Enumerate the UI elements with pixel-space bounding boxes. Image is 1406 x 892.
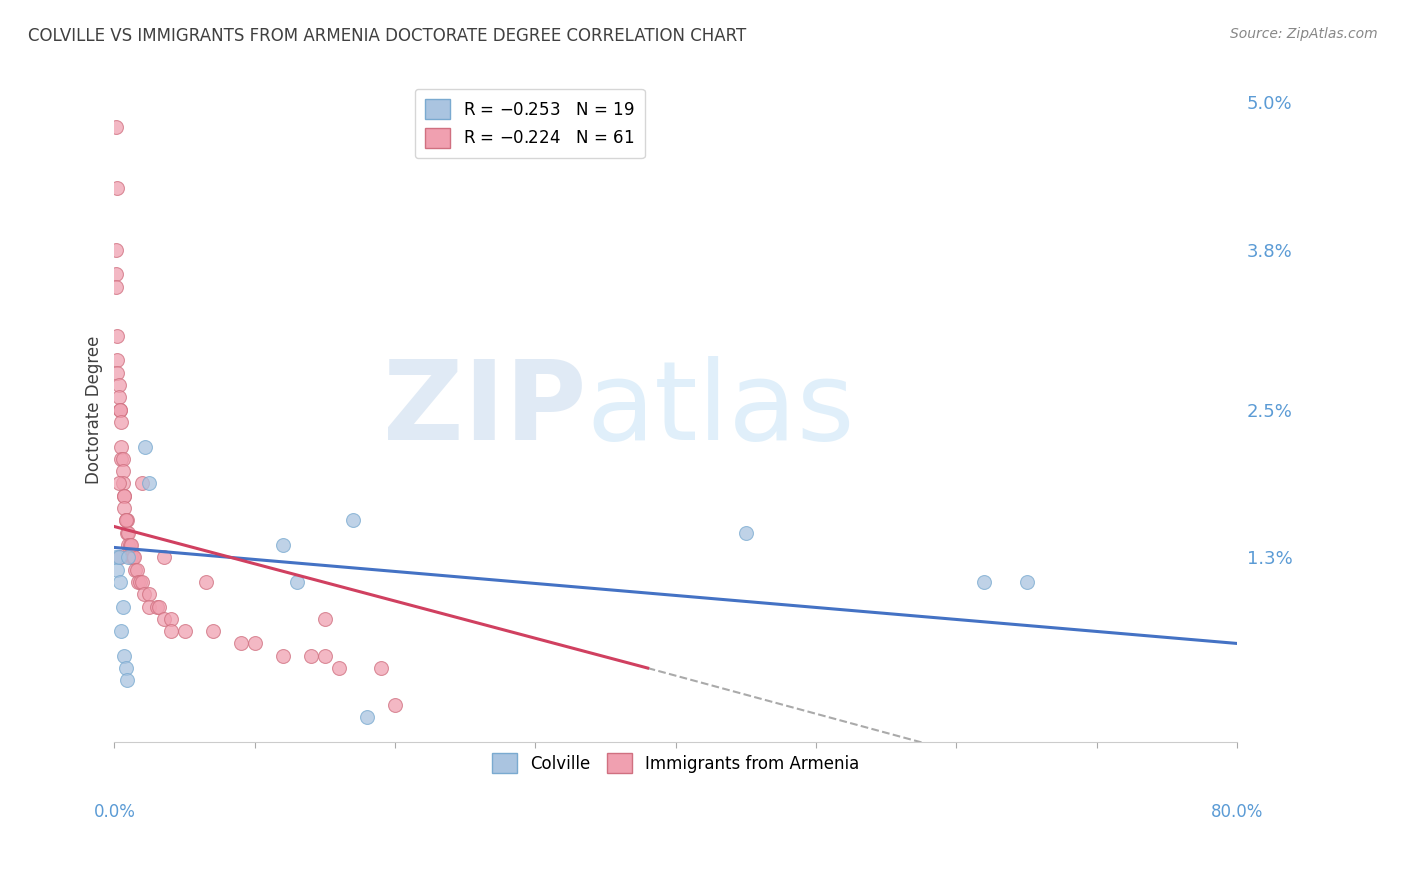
Point [132,587,155,601]
Point [111,599,134,614]
Point [159,612,181,626]
Y-axis label: Doctorate Degree: Doctorate Degree [86,335,103,483]
Point [111,464,134,478]
Point [104,120,127,134]
Point [138,587,160,601]
Point [110,415,132,429]
Point [115,525,138,540]
Point [384,698,406,712]
Point [112,489,135,503]
Point [134,440,156,454]
Point [271,648,294,663]
Point [110,451,132,466]
Point [115,513,138,527]
Point [201,624,224,639]
Point [229,636,252,650]
Point [734,525,756,540]
Point [104,268,127,282]
Point [107,390,129,404]
Point [105,353,128,368]
Point [299,648,322,663]
Point [128,574,150,589]
Point [114,661,136,675]
Point [118,538,141,552]
Point [314,612,336,626]
Point [125,563,148,577]
Point [124,563,146,577]
Point [159,624,181,639]
Point [104,550,127,565]
Text: atlas: atlas [586,356,855,463]
Legend: Colville, Immigrants from Armenia: Colville, Immigrants from Armenia [485,747,866,780]
Point [112,501,135,516]
Point [127,574,149,589]
Point [328,661,350,675]
Point [370,661,392,675]
Point [107,550,129,565]
Point [314,648,336,663]
Point [194,574,217,589]
Point [356,710,378,724]
Text: Source: ZipAtlas.com: Source: ZipAtlas.com [1230,27,1378,41]
Point [148,599,170,614]
Text: COLVILLE VS IMMIGRANTS FROM ARMENIA DOCTORATE DEGREE CORRELATION CHART: COLVILLE VS IMMIGRANTS FROM ARMENIA DOCT… [28,27,747,45]
Point [114,513,136,527]
Point [110,440,132,454]
Point [110,624,132,639]
Point [107,378,129,392]
Point [104,243,127,257]
Point [285,574,308,589]
Point [114,513,136,527]
Point [105,563,128,577]
Point [108,574,131,589]
Point [152,550,174,565]
Point [112,648,135,663]
Point [152,612,174,626]
Point [115,673,138,688]
Text: 80.0%: 80.0% [1211,804,1263,822]
Point [108,550,131,565]
Point [104,279,127,293]
Point [117,538,139,552]
Point [271,538,294,552]
Text: 0.0%: 0.0% [93,804,135,822]
Point [121,550,143,565]
Point [108,402,131,417]
Point [138,599,160,614]
Point [111,451,134,466]
Point [117,550,139,565]
Point [112,489,135,503]
Point [105,328,128,343]
Point [145,599,167,614]
Point [105,181,128,195]
Point [117,525,139,540]
Point [122,550,145,565]
Point [173,624,195,639]
Point [243,636,266,650]
Point [342,513,364,527]
Point [105,366,128,380]
Point [138,476,160,491]
Point [973,574,995,589]
Point [111,476,134,491]
Text: ZIP: ZIP [382,356,586,463]
Point [107,476,129,491]
Point [120,538,142,552]
Point [108,402,131,417]
Point [131,476,153,491]
Point [120,550,142,565]
Point [1015,574,1038,589]
Point [131,574,153,589]
